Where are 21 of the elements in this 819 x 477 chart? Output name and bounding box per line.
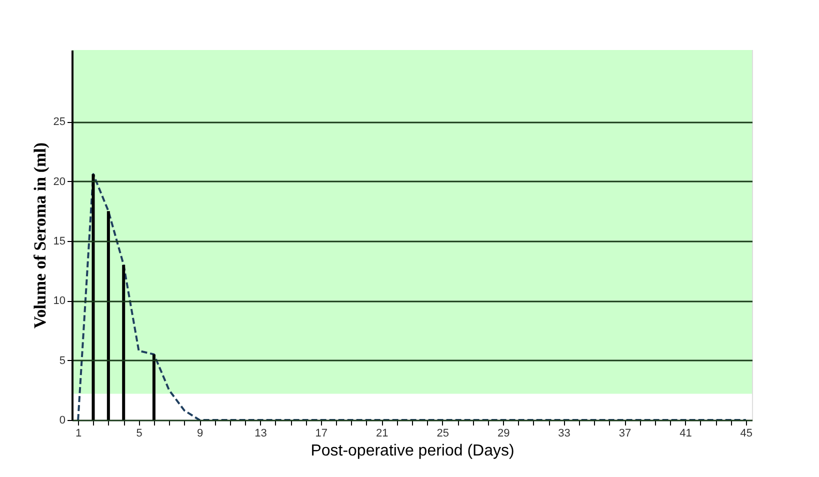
x-tick-label: 5 bbox=[136, 428, 142, 440]
y-tick-label: 25 bbox=[53, 116, 66, 128]
y-axis-title: Volume of Seroma in (ml) bbox=[30, 142, 50, 329]
y-tick-label: 20 bbox=[53, 176, 66, 188]
y-tick-label: 10 bbox=[53, 295, 66, 308]
y-tick-label: 15 bbox=[53, 235, 66, 248]
x-tick-label: 25 bbox=[436, 428, 449, 440]
x-tick-label: 37 bbox=[618, 428, 632, 440]
x-tick-label: 9 bbox=[196, 428, 204, 440]
y-tick-label: 5 bbox=[59, 354, 66, 367]
x-tick-label: 33 bbox=[558, 428, 570, 440]
x-tick-label: 21 bbox=[376, 428, 388, 440]
line-series bbox=[77, 173, 747, 421]
x-tick-label: 45 bbox=[740, 428, 753, 440]
x-axis-title: Post-operative period (Days) bbox=[310, 442, 514, 460]
x-tick-label: 17 bbox=[315, 428, 328, 440]
x-tick-label: 41 bbox=[680, 428, 692, 440]
x-tick-label: 13 bbox=[254, 428, 267, 440]
x-tick-label: 1 bbox=[76, 428, 82, 440]
x-tick-label: 29 bbox=[497, 428, 510, 440]
y-tick-label: 0 bbox=[59, 414, 66, 426]
